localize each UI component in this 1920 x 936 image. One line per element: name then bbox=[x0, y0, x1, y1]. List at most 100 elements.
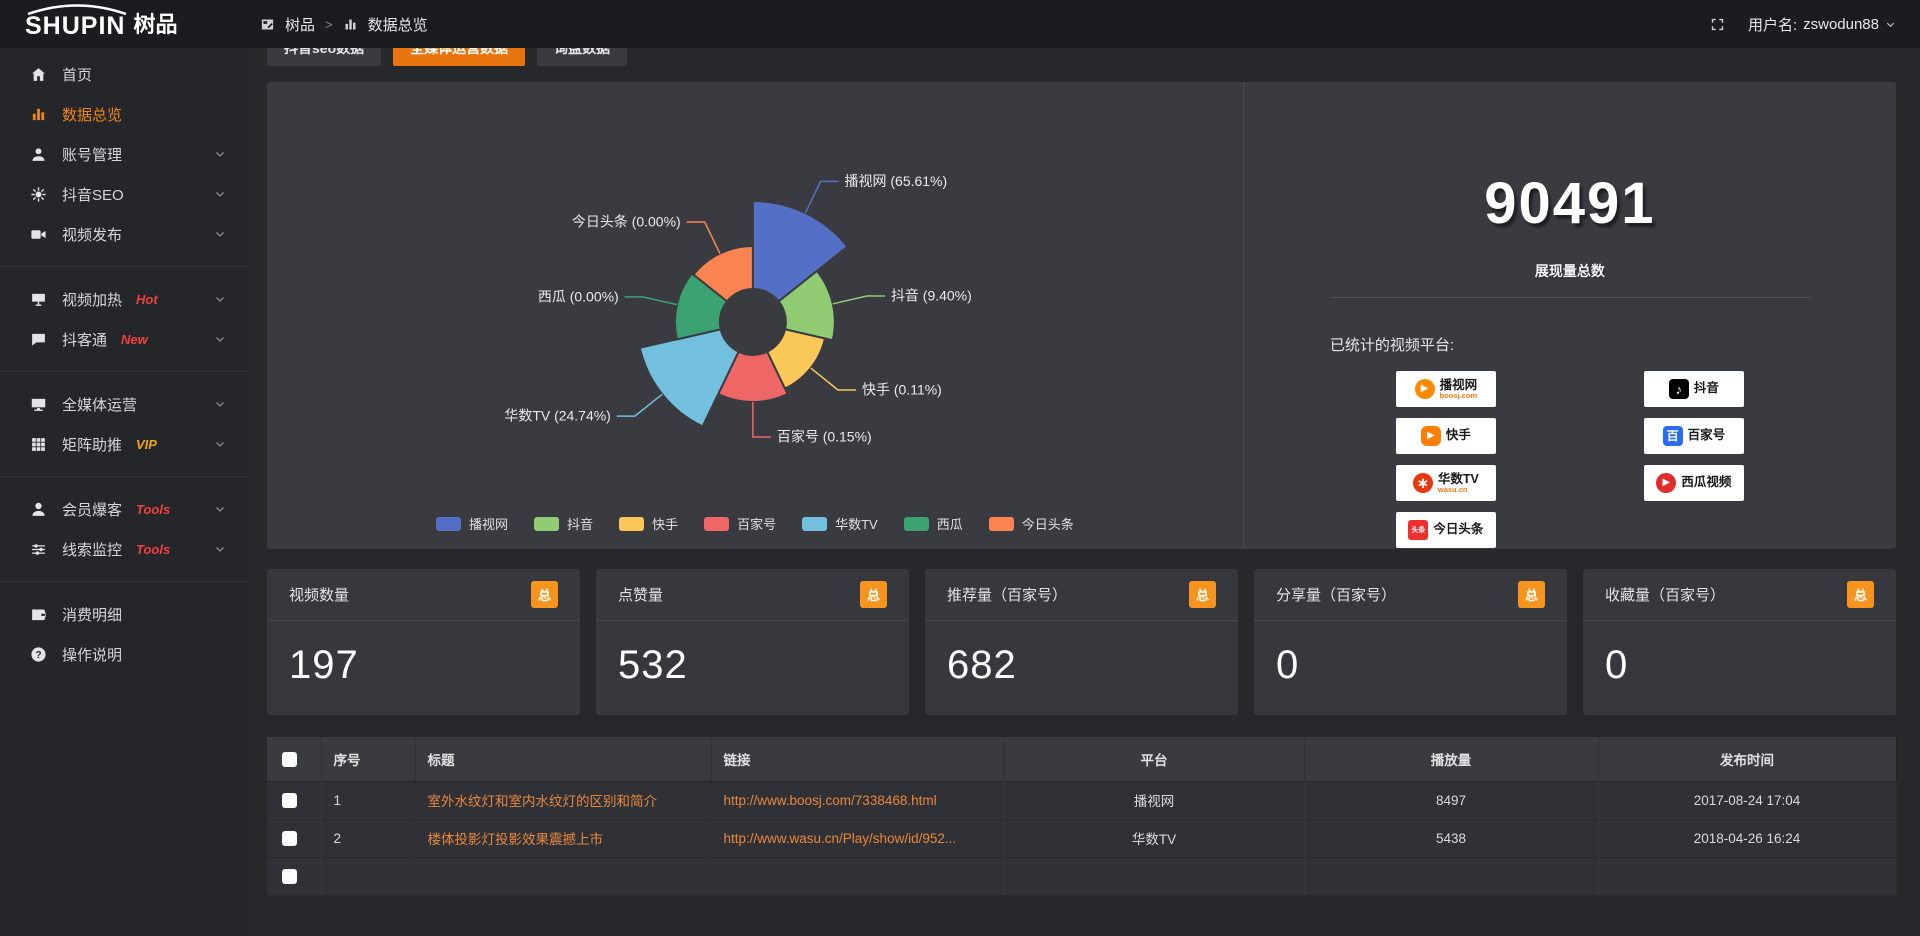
stat-card-header: 视频数量 总 bbox=[267, 569, 580, 621]
legend-item-百家号[interactable]: 百家号 bbox=[704, 514, 776, 533]
sidebar-item-home[interactable]: 首页 bbox=[0, 54, 248, 94]
stat-card-value: 682 bbox=[947, 643, 1017, 687]
publish-time-cell bbox=[1598, 856, 1897, 895]
platform-name: 百家号 bbox=[1687, 428, 1726, 443]
total-badge: 总 bbox=[1517, 581, 1545, 608]
legend-item-抖音[interactable]: 抖音 bbox=[534, 514, 593, 533]
sidebar-item-tag: Tools bbox=[136, 541, 171, 557]
chevron-down-icon bbox=[214, 333, 226, 345]
topbar: SHUPIN 树品 树品 > 数据总览 用户名: zswodun88 bbox=[0, 0, 1920, 48]
col-header-链接: 链接 bbox=[711, 737, 1005, 781]
legend-label: 今日头条 bbox=[1021, 517, 1074, 532]
row-index bbox=[321, 856, 416, 895]
pie-label-华数TV: 华数TV (24.74%) bbox=[504, 408, 610, 424]
sidebar-item-tag: VIP bbox=[136, 436, 157, 452]
platform-name: 播视网 bbox=[1439, 377, 1478, 392]
sidebar-item-label: 视频发布 bbox=[62, 226, 123, 244]
sidebar-item-wallet[interactable]: 消费明细 bbox=[0, 594, 248, 634]
legend-swatch bbox=[988, 516, 1014, 531]
sidebar-item-member[interactable]: 会员爆客 Tools bbox=[0, 489, 248, 529]
platform-badge-toutiao: 头条 今日头条 bbox=[1395, 512, 1496, 548]
sidebar-item-gear[interactable]: 抖音SEO bbox=[0, 174, 248, 214]
boosj-logo-icon: ▶ bbox=[1414, 379, 1435, 399]
sidebar-divider bbox=[0, 476, 248, 477]
row-checkbox[interactable] bbox=[282, 792, 297, 808]
sidebar-item-label: 矩阵助推 bbox=[62, 436, 123, 454]
legend-item-今日头条[interactable]: 今日头条 bbox=[988, 514, 1074, 533]
stat-card-title: 点赞量 bbox=[618, 587, 664, 604]
user-icon bbox=[30, 146, 47, 163]
grid-icon bbox=[30, 436, 47, 453]
legend-item-西瓜[interactable]: 西瓜 bbox=[903, 514, 963, 533]
video-url-link[interactable]: http://www.wasu.cn/Play/show/id/952... bbox=[711, 818, 1005, 857]
board-icon bbox=[260, 17, 275, 32]
publish-time-cell: 2017-08-24 17:04 bbox=[1598, 780, 1897, 819]
legend-item-快手[interactable]: 快手 bbox=[619, 514, 678, 533]
stat-card: 视频数量 总 197 bbox=[267, 569, 580, 715]
sidebar-item-video[interactable]: 视频发布 bbox=[0, 214, 248, 254]
stat-card-value: 0 bbox=[1605, 643, 1629, 687]
videos-table: 序号 标题 链接 平台 播放量 发布时间 1 室外水纹灯和室内水纹灯的区别和简介 http:/… bbox=[267, 737, 1897, 895]
legend-item-播视网[interactable]: 播视网 bbox=[436, 514, 508, 533]
legend-label: 百家号 bbox=[737, 517, 777, 532]
total-badge: 总 bbox=[1846, 581, 1874, 608]
chevron-down-icon bbox=[214, 398, 226, 410]
table-row: 1 室外水纹灯和室内水纹灯的区别和简介 http://www.boosj.com/7… bbox=[267, 780, 1897, 819]
sidebar-item-user[interactable]: 账号管理 bbox=[0, 134, 248, 174]
username-menu[interactable]: 用户名: zswodun88 bbox=[1748, 14, 1896, 35]
breadcrumb-item[interactable]: 数据总览 bbox=[367, 16, 428, 34]
sidebar-item-sliders[interactable]: 线索监控 Tools bbox=[0, 529, 248, 569]
row-checkbox[interactable] bbox=[282, 830, 297, 846]
topbar-right: 用户名: zswodun88 bbox=[1709, 14, 1920, 35]
views-cell: 5438 bbox=[1304, 818, 1599, 857]
breadcrumb-item[interactable]: 树品 bbox=[285, 16, 316, 34]
sidebar-item-grid[interactable]: 矩阵助推 VIP bbox=[0, 424, 248, 464]
legend-label: 快手 bbox=[652, 517, 679, 532]
stat-card-header: 收藏量（百家号） 总 bbox=[1583, 569, 1896, 621]
sidebar-item-screen[interactable]: 视频加热 Hot bbox=[0, 279, 248, 319]
video-title-link[interactable]: 室外水纹灯和室内水纹灯的区别和简介 bbox=[415, 780, 712, 819]
username-value: zswodun88 bbox=[1803, 15, 1879, 33]
select-all-checkbox[interactable] bbox=[282, 751, 297, 767]
col-header-发布时间: 发布时间 bbox=[1598, 737, 1897, 781]
row-checkbox[interactable] bbox=[282, 869, 297, 885]
pie-slice-华数TV[interactable] bbox=[638, 328, 740, 428]
sidebar-item-chart[interactable]: 数据总览 bbox=[0, 94, 248, 134]
legend-item-华数TV[interactable]: 华数TV bbox=[802, 514, 878, 533]
member-icon bbox=[30, 501, 47, 518]
sidebar-item-monitor[interactable]: 全媒体运营 bbox=[0, 384, 248, 424]
logo-text-cn: 树品 bbox=[133, 12, 178, 37]
video-title-link[interactable]: 楼体投影灯投影效果震撼上市 bbox=[415, 818, 712, 857]
pie-slice-播视网[interactable] bbox=[751, 200, 849, 303]
sidebar: 首页 数据总览 账号管理 抖音SEO 视频发布 视频加热 Hot 抖客通 New 全媒体运营 矩阵助… bbox=[0, 48, 248, 936]
fullscreen-icon[interactable] bbox=[1709, 16, 1726, 33]
stat-card-title: 分享量（百家号） bbox=[1276, 587, 1397, 604]
pie-slice-抖音[interactable] bbox=[777, 269, 836, 342]
sidebar-item-tag: New bbox=[121, 331, 148, 347]
chart-icon bbox=[343, 17, 358, 32]
stat-card-value: 197 bbox=[289, 643, 359, 687]
video-url-link[interactable]: http://www.boosj.com/7338468.html bbox=[711, 780, 1005, 819]
pie-label-快手: 快手 (0.11%) bbox=[862, 381, 942, 397]
chevron-down-icon bbox=[214, 438, 226, 450]
col-header-平台: 平台 bbox=[1004, 737, 1305, 781]
sidebar-item-chat[interactable]: 抖客通 New bbox=[0, 319, 248, 359]
select-all-header bbox=[267, 737, 322, 781]
summary-section: 90491 展现量总数 已统计的视频平台: ▶ 播视网 boosj.com ▶ 快手 ∗ 华… bbox=[1242, 82, 1896, 549]
video-title-link bbox=[415, 856, 712, 895]
home-icon bbox=[30, 66, 47, 83]
kuaishou-logo-icon: ▶ bbox=[1420, 426, 1441, 446]
row-select-cell bbox=[267, 818, 322, 857]
pie-slice-西瓜[interactable] bbox=[674, 272, 729, 341]
views-cell: 8497 bbox=[1304, 780, 1599, 819]
stat-card: 推荐量（百家号） 总 682 bbox=[925, 569, 1238, 715]
douyin-logo-icon: ♪ bbox=[1668, 379, 1689, 399]
legend-swatch bbox=[704, 516, 730, 531]
pie-label-line bbox=[624, 296, 678, 306]
platform-subtext: boosj.com bbox=[1439, 390, 1478, 400]
col-header-序号: 序号 bbox=[321, 737, 416, 781]
sidebar-item-label: 账号管理 bbox=[62, 146, 123, 164]
sidebar-item-question[interactable]: 操作说明 bbox=[0, 634, 248, 674]
pie-slice-今日头条[interactable] bbox=[692, 245, 754, 303]
platform-badge-xigua: ▶ 西瓜视频 bbox=[1643, 465, 1744, 501]
